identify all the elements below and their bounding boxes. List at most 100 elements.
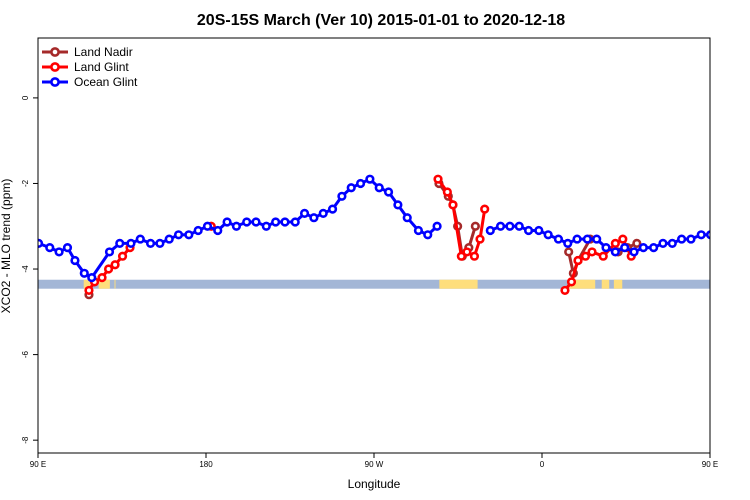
ocean_glint-point (318, 208, 328, 219)
ocean_glint-point (202, 221, 213, 231)
land_glint-point (480, 204, 490, 214)
x-tick-label: 90 E (30, 460, 46, 469)
land_glint-point (560, 285, 570, 296)
x-tick-label: 90 W (365, 460, 384, 469)
ocean_glint-point (54, 247, 64, 257)
ocean_glint-point (164, 234, 174, 244)
land_glint-point (433, 174, 443, 184)
ocean_glint-line-segment (709, 236, 710, 237)
ocean_glint-line-segment (90, 251, 111, 279)
land_glint-point (103, 264, 114, 274)
ocean_glint-point (610, 247, 620, 257)
legend-marker (50, 62, 60, 72)
ocean_glint-point (746, 244, 750, 251)
ocean_glint-point (383, 187, 394, 197)
ocean_glint-point (726, 240, 733, 247)
land-band-segment (83, 279, 92, 289)
legend-item-ocean_glint: Ocean Glint (42, 75, 138, 89)
series-layer (38, 174, 750, 300)
legend-item-land_glint: Land Glint (42, 60, 129, 74)
land_glint-line-segment (478, 208, 487, 240)
land_glint-series (84, 174, 636, 296)
land-band-segment (613, 279, 623, 289)
legend-marker (50, 47, 60, 57)
land-band-segment (601, 279, 610, 289)
ocean_glint-point (374, 183, 384, 193)
land_glint-point (117, 251, 128, 261)
x-tick-label: 0 (540, 460, 545, 469)
legend-marker (50, 77, 60, 87)
land_glint-point (84, 285, 94, 296)
ocean_glint-point (45, 243, 55, 253)
ocean_glint-point (667, 238, 677, 248)
ocean_glint-point (38, 238, 44, 248)
ocean_glint-point (135, 234, 145, 244)
ocean_glint-point (393, 200, 403, 210)
ocean_glint-point (423, 230, 433, 240)
land_glint-point (573, 255, 583, 266)
ocean_glint-point (193, 225, 203, 236)
x-tick-label: 180 (199, 460, 213, 469)
x-tick-label: 90 E (702, 460, 718, 469)
land_glint-point (610, 238, 620, 248)
ocean_glint-point (582, 234, 592, 244)
land_glint-point (587, 247, 597, 257)
ocean_glint-point (346, 183, 356, 193)
ocean_glint-point (213, 225, 223, 236)
ocean_glint-point (563, 238, 573, 248)
ocean_glint-point (638, 243, 648, 253)
ocean_glint-point (309, 213, 319, 223)
land_glint-point (442, 187, 452, 197)
land_glint-point (566, 277, 577, 287)
ocean_glint-point (553, 234, 564, 244)
ocean_glint-line-segment (739, 243, 749, 247)
ocean_glint-point (572, 234, 582, 244)
ocean_glint-point (70, 255, 80, 266)
ocean_glint-point (534, 225, 544, 236)
land_glint-point (448, 200, 458, 210)
land_glint-point (110, 260, 120, 270)
axes: 90 E 180 90 W 0 90 E 0 -2 -4 -6 -8 (21, 95, 718, 469)
ocean_glint-point (173, 230, 184, 240)
ocean_glint-point (523, 225, 534, 236)
land_glint-point (469, 251, 480, 261)
ocean_glint-point (365, 174, 375, 184)
land_glint-line-segment (451, 204, 463, 257)
y-tick-label: -6 (21, 350, 30, 358)
ocean_glint-series (38, 174, 750, 283)
land_glint-point (580, 251, 591, 261)
legend-label: Ocean Glint (74, 75, 138, 89)
ocean_glint-point (658, 238, 668, 248)
ocean_glint-point (79, 268, 89, 278)
land_glint-point (97, 272, 107, 283)
ocean_glint-point (717, 236, 724, 243)
y-tick-label: -2 (21, 179, 30, 187)
ocean_glint-point (251, 217, 261, 227)
ocean_glint-point (87, 272, 97, 283)
ocean_glint-point (413, 225, 424, 236)
ocean_glint-point (355, 178, 366, 189)
y-tick-label: 0 (21, 95, 30, 100)
land_glint-point (462, 247, 472, 257)
ocean_glint-point (290, 217, 300, 227)
land-band-segment (439, 279, 478, 289)
ocean_glint-point (231, 221, 242, 231)
ocean_glint-point (62, 243, 73, 253)
ocean_glint-point (222, 217, 232, 227)
ocean_glint-point (620, 243, 630, 253)
legend-item-land_nadir: Land Nadir (42, 45, 133, 59)
land-band-segment (114, 279, 116, 289)
ocean_glint-point (104, 247, 115, 257)
ocean_glint-line-segment (720, 239, 729, 243)
land_glint-point (475, 234, 485, 244)
land_glint-point (456, 251, 466, 261)
surface-band (38, 279, 710, 289)
ocean_glint-point (592, 234, 602, 244)
land_glint-point (598, 251, 608, 261)
ocean_glint-point (629, 247, 639, 257)
land_nadir-point (470, 221, 480, 231)
ocean_glint-point (327, 204, 338, 214)
ocean-band (38, 279, 710, 289)
chart-title: 20S-15S March (Ver 10) 2015-01-01 to 202… (197, 12, 565, 29)
y-axis-label: XCO2 - MLO trend (ppm) (0, 179, 13, 314)
